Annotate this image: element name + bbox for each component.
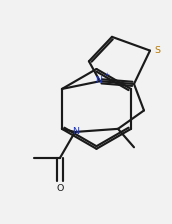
Text: O: O bbox=[56, 183, 63, 193]
Text: S: S bbox=[155, 46, 161, 55]
Text: N: N bbox=[96, 76, 103, 85]
Text: +: + bbox=[104, 72, 109, 77]
Text: N: N bbox=[72, 127, 79, 136]
